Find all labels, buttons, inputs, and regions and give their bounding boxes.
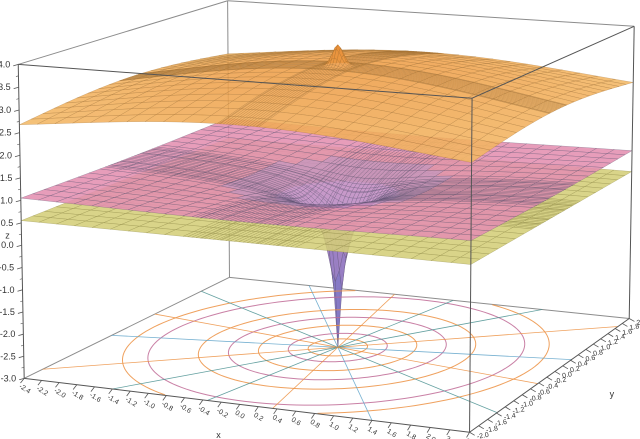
svg-text:2.0: 2.0 bbox=[636, 318, 640, 327]
svg-text:0.8: 0.8 bbox=[309, 419, 321, 430]
svg-text:-1.6: -1.6 bbox=[88, 392, 102, 404]
svg-text:-0.6: -0.6 bbox=[178, 403, 192, 415]
svg-text:3.5: 3.5 bbox=[0, 82, 11, 92]
svg-text:1.2: 1.2 bbox=[347, 423, 359, 434]
svg-text:2.2: 2.2 bbox=[444, 435, 456, 439]
svg-text:-0.2: -0.2 bbox=[215, 407, 229, 419]
svg-text:0.0: 0.0 bbox=[234, 410, 246, 421]
svg-text:1.8: 1.8 bbox=[405, 431, 417, 439]
svg-text:-1.0: -1.0 bbox=[0, 285, 15, 295]
svg-text:1.6: 1.6 bbox=[385, 428, 397, 439]
svg-text:2.5: 2.5 bbox=[0, 128, 12, 138]
svg-text:-2.5: -2.5 bbox=[0, 351, 16, 361]
svg-text:1.0: 1.0 bbox=[0, 195, 13, 205]
svg-text:4.0: 4.0 bbox=[0, 59, 10, 69]
svg-text:3.0: 3.0 bbox=[0, 105, 11, 115]
svg-text:z: z bbox=[5, 231, 10, 241]
svg-text:-0.4: -0.4 bbox=[197, 405, 211, 417]
svg-text:1.5: 1.5 bbox=[0, 173, 12, 183]
svg-text:-1.4: -1.4 bbox=[106, 394, 120, 406]
svg-text:0.2: 0.2 bbox=[252, 412, 264, 423]
svg-text:-3.0: -3.0 bbox=[1, 373, 17, 383]
svg-text:y: y bbox=[610, 389, 615, 399]
svg-text:1.4: 1.4 bbox=[366, 426, 378, 437]
svg-text:0.4: 0.4 bbox=[271, 414, 283, 425]
svg-text:0.5: 0.5 bbox=[1, 218, 14, 228]
svg-text:0.0: 0.0 bbox=[1, 240, 14, 250]
svg-text:-0.8: -0.8 bbox=[160, 401, 174, 413]
svg-text:-1.5: -1.5 bbox=[0, 307, 15, 317]
svg-text:2.0: 2.0 bbox=[425, 433, 437, 439]
svg-text:x: x bbox=[216, 430, 221, 439]
svg-text:-0.5: -0.5 bbox=[0, 263, 14, 273]
svg-text:-1.8: -1.8 bbox=[70, 390, 84, 402]
svg-text:-2.0: -2.0 bbox=[53, 387, 67, 399]
svg-text:1.0: 1.0 bbox=[328, 421, 340, 432]
svg-text:0.6: 0.6 bbox=[290, 416, 302, 427]
svg-text:-2.2: -2.2 bbox=[35, 385, 49, 397]
svg-text:-2.0: -2.0 bbox=[0, 329, 15, 339]
svg-text:-1.2: -1.2 bbox=[124, 396, 138, 408]
svg-text:-2.4: -2.4 bbox=[18, 383, 32, 395]
svg-text:-1.0: -1.0 bbox=[142, 398, 156, 410]
svg-text:2.0: 2.0 bbox=[0, 150, 12, 160]
